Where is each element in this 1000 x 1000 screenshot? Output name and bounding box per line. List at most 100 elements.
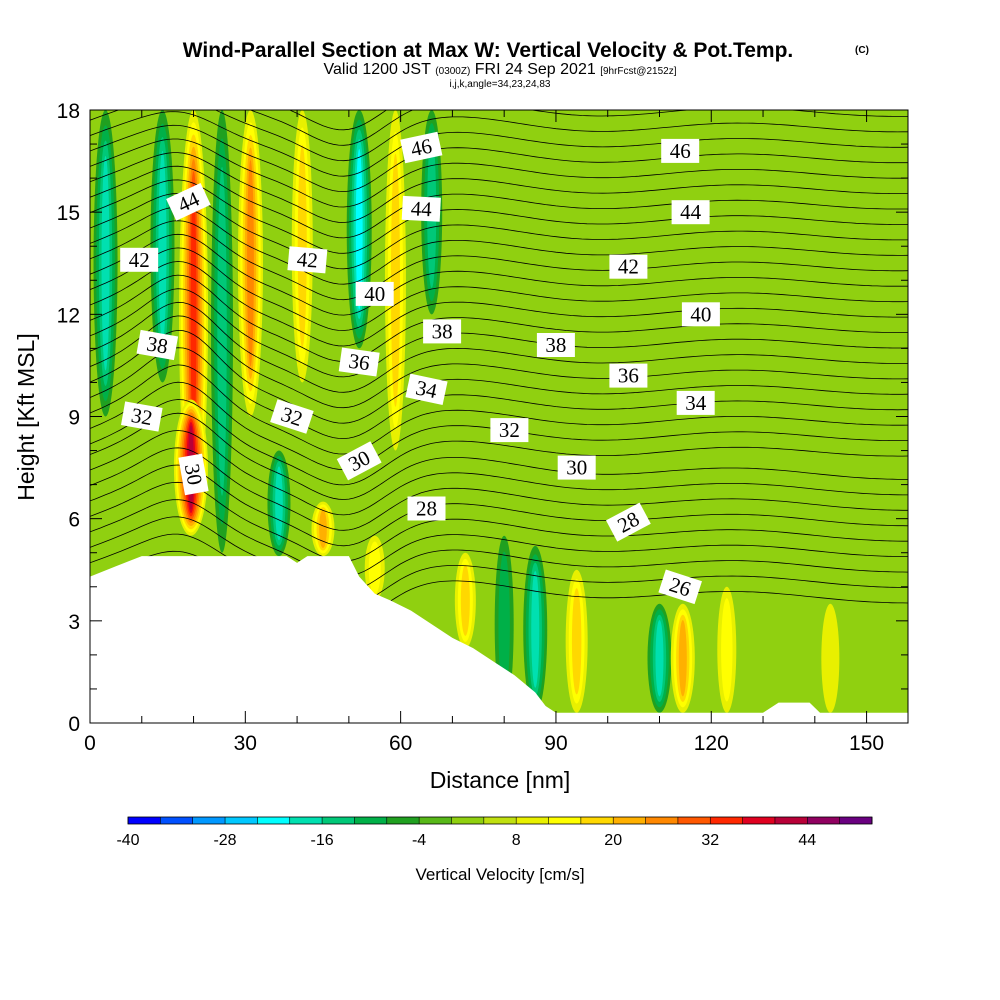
- contour-label: 42: [287, 246, 328, 274]
- y-tick-label: 18: [57, 100, 80, 123]
- velocity-cell: [384, 110, 406, 451]
- contour-label: 46: [400, 131, 443, 164]
- contour-label-box: [676, 390, 715, 415]
- contour-label-box: [287, 246, 328, 274]
- contour-label-box: [661, 138, 700, 163]
- isentrope-line: [90, 399, 908, 486]
- velocity-contour-band: [319, 509, 327, 548]
- contour-label-text: 42: [296, 247, 319, 273]
- velocity-contour-band: [498, 551, 510, 697]
- colorbar-swatch: [257, 817, 291, 824]
- contour-label-text: 34: [685, 391, 707, 415]
- contour-label-text: 32: [499, 418, 520, 442]
- colorbar-swatch: [677, 817, 711, 824]
- y-axis-label: Height [Kft MSL]: [13, 333, 39, 500]
- colorbar-swatch: [354, 817, 388, 824]
- contour-label-box: [121, 401, 163, 432]
- contour-label-box: [400, 131, 443, 164]
- contour-label: 32: [490, 418, 529, 443]
- contour-label: 44: [671, 200, 710, 225]
- contour-label-text: 38: [145, 331, 170, 358]
- contour-label: 30: [178, 453, 209, 496]
- contour-label: 32: [121, 401, 163, 432]
- velocity-cell: [821, 603, 840, 713]
- velocity-contour-band: [368, 541, 381, 595]
- terrain-mask: [90, 556, 908, 723]
- velocity-cell: [454, 552, 476, 649]
- isentrope-line: [90, 261, 908, 347]
- velocity-cell: [267, 450, 291, 557]
- contour-label-box: [671, 200, 710, 225]
- velocity-cell: [211, 110, 234, 553]
- colorbar-swatch: [419, 817, 452, 824]
- colorbar-tick-label: -4: [412, 832, 426, 849]
- colorbar-tick-label: -40: [116, 832, 139, 849]
- isentrope-line: [90, 124, 908, 193]
- contour-label-text: 32: [129, 403, 154, 430]
- valid-time: Valid 1200 JST (0300Z) FRI 24 Sep 2021 […: [324, 61, 677, 78]
- velocity-contour-band: [655, 620, 664, 697]
- velocity-contour-band: [101, 155, 110, 371]
- contour-label-text: 36: [347, 349, 371, 376]
- colorbar-swatch: [322, 817, 355, 824]
- x-tick-label: 120: [694, 732, 729, 755]
- velocity-contour-band: [297, 145, 307, 348]
- contour-label-box: [407, 496, 446, 521]
- isentrope-line: [90, 233, 908, 316]
- isentrope-line: [90, 110, 908, 162]
- isentrope-line: [90, 464, 908, 547]
- colorbar-swatch: [128, 817, 161, 824]
- colorbar-swatch: [613, 817, 646, 824]
- contour-label: 44: [401, 195, 441, 222]
- contour-label: 42: [120, 247, 159, 272]
- contour-label: 30: [557, 455, 596, 480]
- x-tick-label: 90: [544, 732, 567, 755]
- contour-label-text: 42: [129, 248, 150, 272]
- isentrope-line: [90, 412, 908, 500]
- y-tick-label: 0: [68, 713, 80, 736]
- contour-label: 36: [338, 347, 380, 377]
- colorbar-swatch: [645, 817, 679, 824]
- isentrope-line: [90, 315, 908, 409]
- contour-label-box: [605, 502, 651, 542]
- y-tick-label: 15: [57, 202, 80, 225]
- isentrope-line: [90, 301, 908, 393]
- isentrope-line: [90, 499, 908, 578]
- contour-label: 34: [405, 373, 448, 405]
- y-tick-label: 3: [68, 611, 80, 634]
- x-axis-label: Distance [nm]: [430, 767, 571, 793]
- isentrope-line: [90, 220, 908, 301]
- contour-label-box: [536, 333, 575, 357]
- colorbar-swatch: [225, 817, 258, 824]
- contour-label-text: 40: [364, 282, 385, 306]
- contour-label-box: [557, 455, 596, 480]
- contour-label: 36: [609, 363, 648, 388]
- contour-label: 38: [423, 319, 462, 344]
- contour-label-box: [423, 319, 462, 344]
- contour-label-box: [490, 418, 529, 443]
- x-tick-label: 30: [234, 732, 257, 755]
- velocity-contour-band: [275, 466, 283, 541]
- colorbar-swatch: [580, 817, 614, 824]
- velocity-cell: [670, 603, 695, 713]
- chart-title: Wind-Parallel Section at Max W: Vertical…: [183, 39, 794, 62]
- velocity-cell: [237, 110, 263, 417]
- x-tick-label: 150: [849, 732, 884, 755]
- contour-label-box: [166, 182, 211, 221]
- colorbar-swatch: [548, 817, 582, 824]
- isentrope-line: [90, 516, 908, 593]
- contour-label-text: 30: [566, 456, 587, 480]
- contour-label: 46: [661, 138, 700, 163]
- colorbar-swatch: [451, 817, 485, 824]
- contour-label-text: 44: [410, 196, 433, 221]
- colorbar-tick-label: 8: [512, 832, 521, 849]
- contour-label-box: [658, 569, 702, 605]
- velocity-cell: [346, 110, 372, 349]
- colorbar-tick-label: 44: [798, 832, 816, 849]
- contour-label: 40: [681, 302, 720, 327]
- colorbar-swatch: [192, 817, 226, 824]
- colorbar-swatch: [839, 817, 873, 824]
- contour-label-text: 36: [618, 364, 639, 388]
